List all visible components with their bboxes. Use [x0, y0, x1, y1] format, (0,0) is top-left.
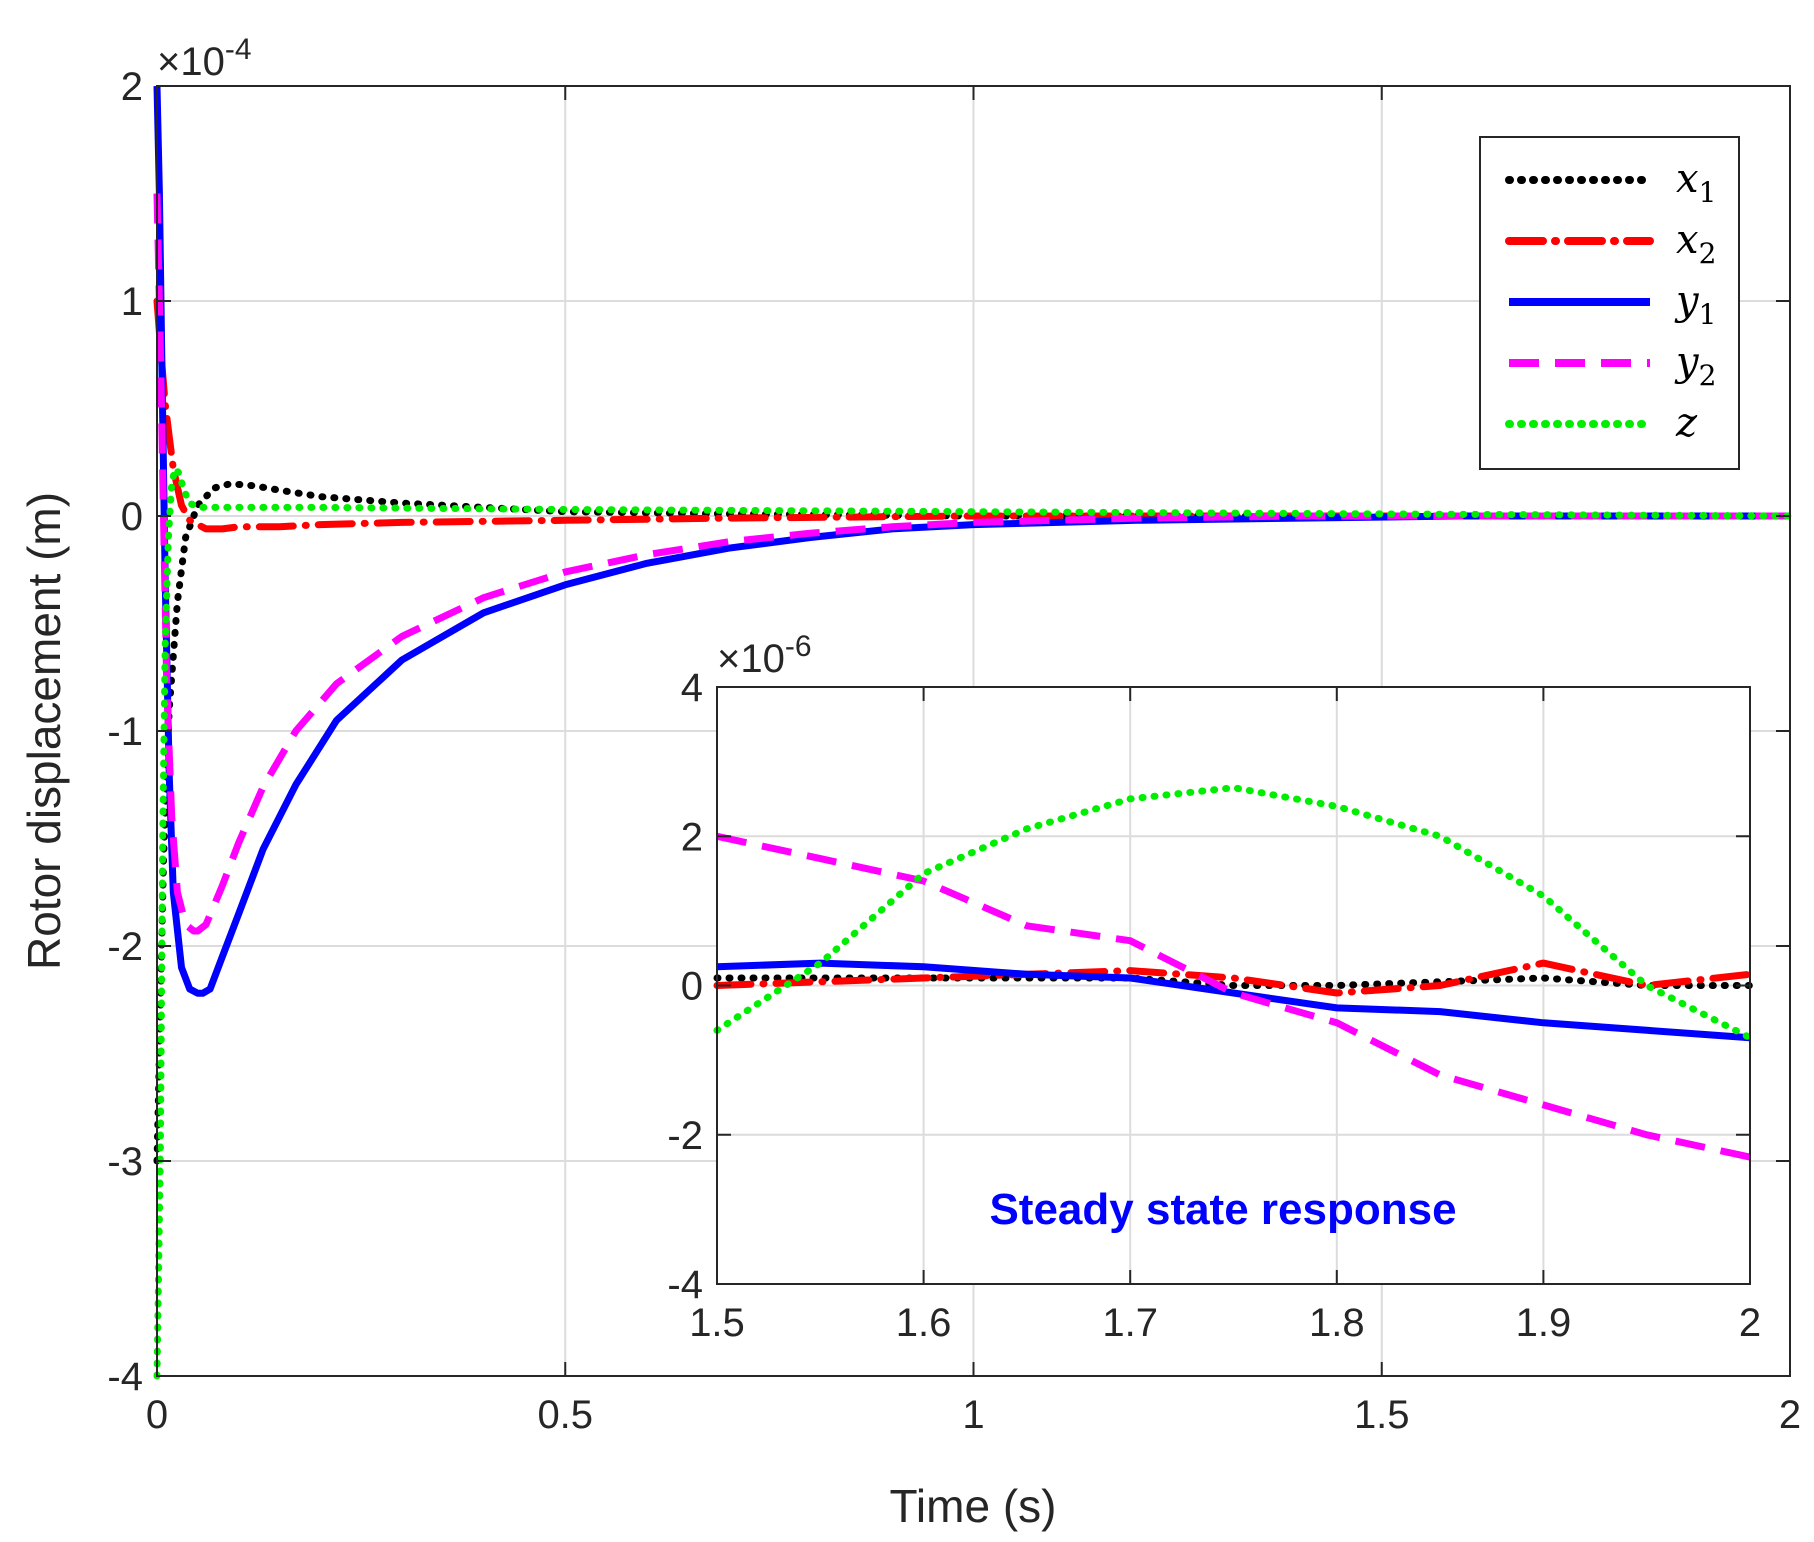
inset-x-tick-label: 1.9: [1516, 1301, 1572, 1345]
main-ticks: [156, 85, 1791, 1377]
inset-x-tick-label: 2: [1739, 1301, 1761, 1345]
inset-y-tick-label: 0: [681, 965, 703, 1009]
legend-label-y1: y1: [1674, 278, 1716, 331]
inset-lines: [713, 784, 1754, 1161]
inset-x-tick-label: 1.7: [1102, 1301, 1158, 1345]
legend-items: x1 x2 y1 y2 z: [1505, 156, 1716, 446]
inset-x-tick-label: 1.6: [896, 1301, 952, 1345]
inset-series-z: [713, 784, 1754, 1042]
main-series-y2: [153, 193, 1790, 935]
legend-label-y2: y2: [1674, 339, 1716, 392]
main-y-tick-label: -4: [107, 1355, 143, 1399]
inset-y-tick-label: -4: [667, 1263, 703, 1307]
inset-annotation: Steady state response: [989, 1185, 1456, 1234]
main-y-tick-label: 1: [121, 280, 143, 324]
inset-y-tick-label: 4: [681, 666, 703, 710]
main-y-axis-label: Rotor displacement (m): [18, 492, 70, 970]
main-y-tick-label: -1: [107, 710, 143, 754]
main-y-tick-label: 2: [121, 65, 143, 109]
inset-axes: 1.5 1.6 1.7 1.8 1.9 2 -4 -2 0 2 4 ×10-6 Steady st…: [667, 630, 1761, 1345]
main-y-exponent: ×10-4: [157, 33, 252, 84]
inset-x-tick-label: 1.5: [689, 1301, 745, 1345]
legend-label-z: z: [1675, 400, 1698, 446]
main-x-tick-label: 1: [962, 1393, 984, 1437]
main-x-tick-labels: 0 0.5 1 1.5 2: [146, 1393, 1801, 1437]
main-y-tick-label: -3: [107, 1140, 143, 1184]
inset-y-exponent: ×10-6: [717, 630, 812, 681]
legend-label-x2: x2: [1676, 217, 1716, 270]
inset-x-tick-labels: 1.5 1.6 1.7 1.8 1.9 2: [689, 1301, 1761, 1345]
main-x-axis-label: Time (s): [890, 1480, 1057, 1532]
main-series-z: [153, 465, 1794, 1380]
inset-ticks: [716, 686, 1751, 1285]
main-y-tick-labels: -4 -3 -2 -1 0 1 2: [107, 65, 143, 1399]
main-x-tick-label: 1.5: [1354, 1393, 1410, 1437]
inset-y-tick-label: 2: [681, 815, 703, 859]
main-x-tick-label: 2: [1779, 1393, 1801, 1437]
main-series-x2: [153, 297, 1794, 533]
main-x-tick-label: 0: [146, 1393, 168, 1437]
main-y-tick-label: -2: [107, 925, 143, 969]
main-series-x1: [153, 480, 1794, 1165]
inset-series-y1: [716, 959, 1751, 1042]
main-x-tick-label: 0.5: [537, 1393, 593, 1437]
inset-x-tick-label: 1.8: [1309, 1301, 1365, 1345]
inset-y-tick-label: -2: [667, 1114, 703, 1158]
main-lines: [153, 85, 1794, 1380]
inset-y-tick-labels: -4 -2 0 2 4: [667, 666, 703, 1307]
legend: x1 x2 y1 y2 z: [1479, 136, 1740, 470]
main-y-tick-label: 0: [121, 495, 143, 539]
inset-series-x1: [713, 974, 1754, 989]
inset-series-x2: [713, 959, 1754, 997]
legend-label-x1: x1: [1676, 156, 1716, 209]
